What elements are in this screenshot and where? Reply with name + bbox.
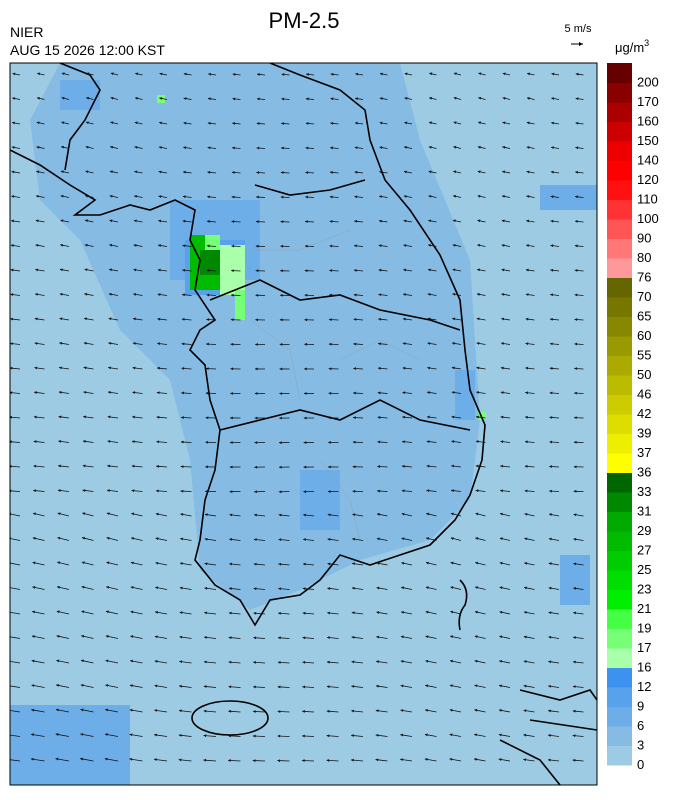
wind-arrowhead: [7, 684, 10, 687]
wind-scale-label: 5 m/s: [565, 23, 592, 35]
legend-label: 9: [637, 699, 644, 714]
legend-swatch: [607, 590, 632, 610]
legend-label: 200: [637, 75, 659, 90]
legend-swatch: [607, 219, 632, 239]
legend-label: 25: [637, 562, 651, 577]
legend-swatch: [607, 141, 632, 161]
legend-label: 42: [637, 406, 651, 421]
legend-label: 0: [637, 757, 644, 772]
legend-label: 3: [637, 738, 644, 753]
legend-label: 16: [637, 660, 651, 675]
legend-swatch: [607, 687, 632, 707]
legend-label: 60: [637, 328, 651, 343]
legend-swatch: [607, 317, 632, 337]
wind-arrowhead: [6, 758, 9, 761]
legend-swatch: [607, 648, 632, 668]
legend-swatch: [607, 473, 632, 493]
wind-arrowhead: [7, 660, 10, 663]
legend-label: 6: [637, 718, 644, 733]
unit-sup: 3: [644, 38, 649, 48]
legend-swatch: [607, 239, 632, 259]
legend-label: 17: [637, 640, 651, 655]
wind-arrowhead: [6, 734, 9, 737]
legend-label: 19: [637, 621, 651, 636]
legend-label: 70: [637, 289, 651, 304]
legend-swatch: [607, 161, 632, 181]
map-title: PM-2.5: [269, 8, 340, 33]
legend-label: 12: [637, 679, 651, 694]
legend-swatch: [607, 200, 632, 220]
unit-base: μg/m: [615, 40, 644, 55]
legend-swatch: [607, 122, 632, 142]
legend-label: 76: [637, 270, 651, 285]
unit-label: μg/m3: [615, 38, 649, 55]
legend-label: 150: [637, 133, 659, 148]
legend-swatch: [607, 453, 632, 473]
legend-label: 33: [637, 484, 651, 499]
legend-label: 55: [637, 348, 651, 363]
legend-swatch: [607, 375, 632, 395]
legend-swatch: [607, 492, 632, 512]
legend-swatch: [607, 278, 632, 298]
agency: NIER: [10, 24, 43, 40]
legend-label: 65: [637, 309, 651, 324]
legend-label: 36: [637, 465, 651, 480]
color-legend: 0369121617192123252729313336373942465055…: [607, 63, 659, 772]
legend-swatch: [607, 746, 632, 766]
legend-swatch: [607, 434, 632, 454]
legend-label: 29: [637, 523, 651, 538]
legend-swatch: [607, 336, 632, 356]
legend-label: 160: [637, 114, 659, 129]
legend-swatch: [607, 414, 632, 434]
legend-swatch: [607, 102, 632, 122]
legend-label: 37: [637, 445, 651, 460]
legend-swatch: [607, 83, 632, 103]
legend-label: 140: [637, 153, 659, 168]
legend-swatch: [607, 668, 632, 688]
legend-swatch: [607, 609, 632, 629]
legend-swatch: [607, 63, 632, 83]
legend-label: 39: [637, 426, 651, 441]
timestamp: AUG 15 2026 12:00 KST: [10, 42, 165, 58]
legend-label: 120: [637, 172, 659, 187]
legend-swatch: [607, 570, 632, 590]
legend-swatch: [607, 726, 632, 746]
legend-swatch: [607, 707, 632, 727]
wind-scale-arrow: [571, 42, 583, 46]
legend-swatch: [607, 629, 632, 649]
legend-swatch: [607, 395, 632, 415]
map: [6, 63, 597, 785]
legend-label: 110: [637, 192, 658, 207]
legend-swatch: [607, 356, 632, 376]
legend-label: 31: [637, 504, 651, 519]
legend-swatch: [607, 297, 632, 317]
legend-label: 21: [637, 601, 651, 616]
legend-swatch: [607, 258, 632, 278]
legend-swatch: [607, 180, 632, 200]
legend-label: 46: [637, 387, 651, 402]
legend-label: 100: [637, 211, 659, 226]
legend-label: 27: [637, 543, 651, 558]
legend-label: 23: [637, 582, 651, 597]
legend-label: 80: [637, 250, 651, 265]
legend-label: 50: [637, 367, 651, 382]
legend-label: 90: [637, 231, 651, 246]
legend-swatch: [607, 531, 632, 551]
legend-swatch: [607, 512, 632, 532]
wind-arrowhead: [7, 709, 10, 712]
legend-label: 170: [637, 94, 659, 109]
legend-swatch: [607, 551, 632, 571]
